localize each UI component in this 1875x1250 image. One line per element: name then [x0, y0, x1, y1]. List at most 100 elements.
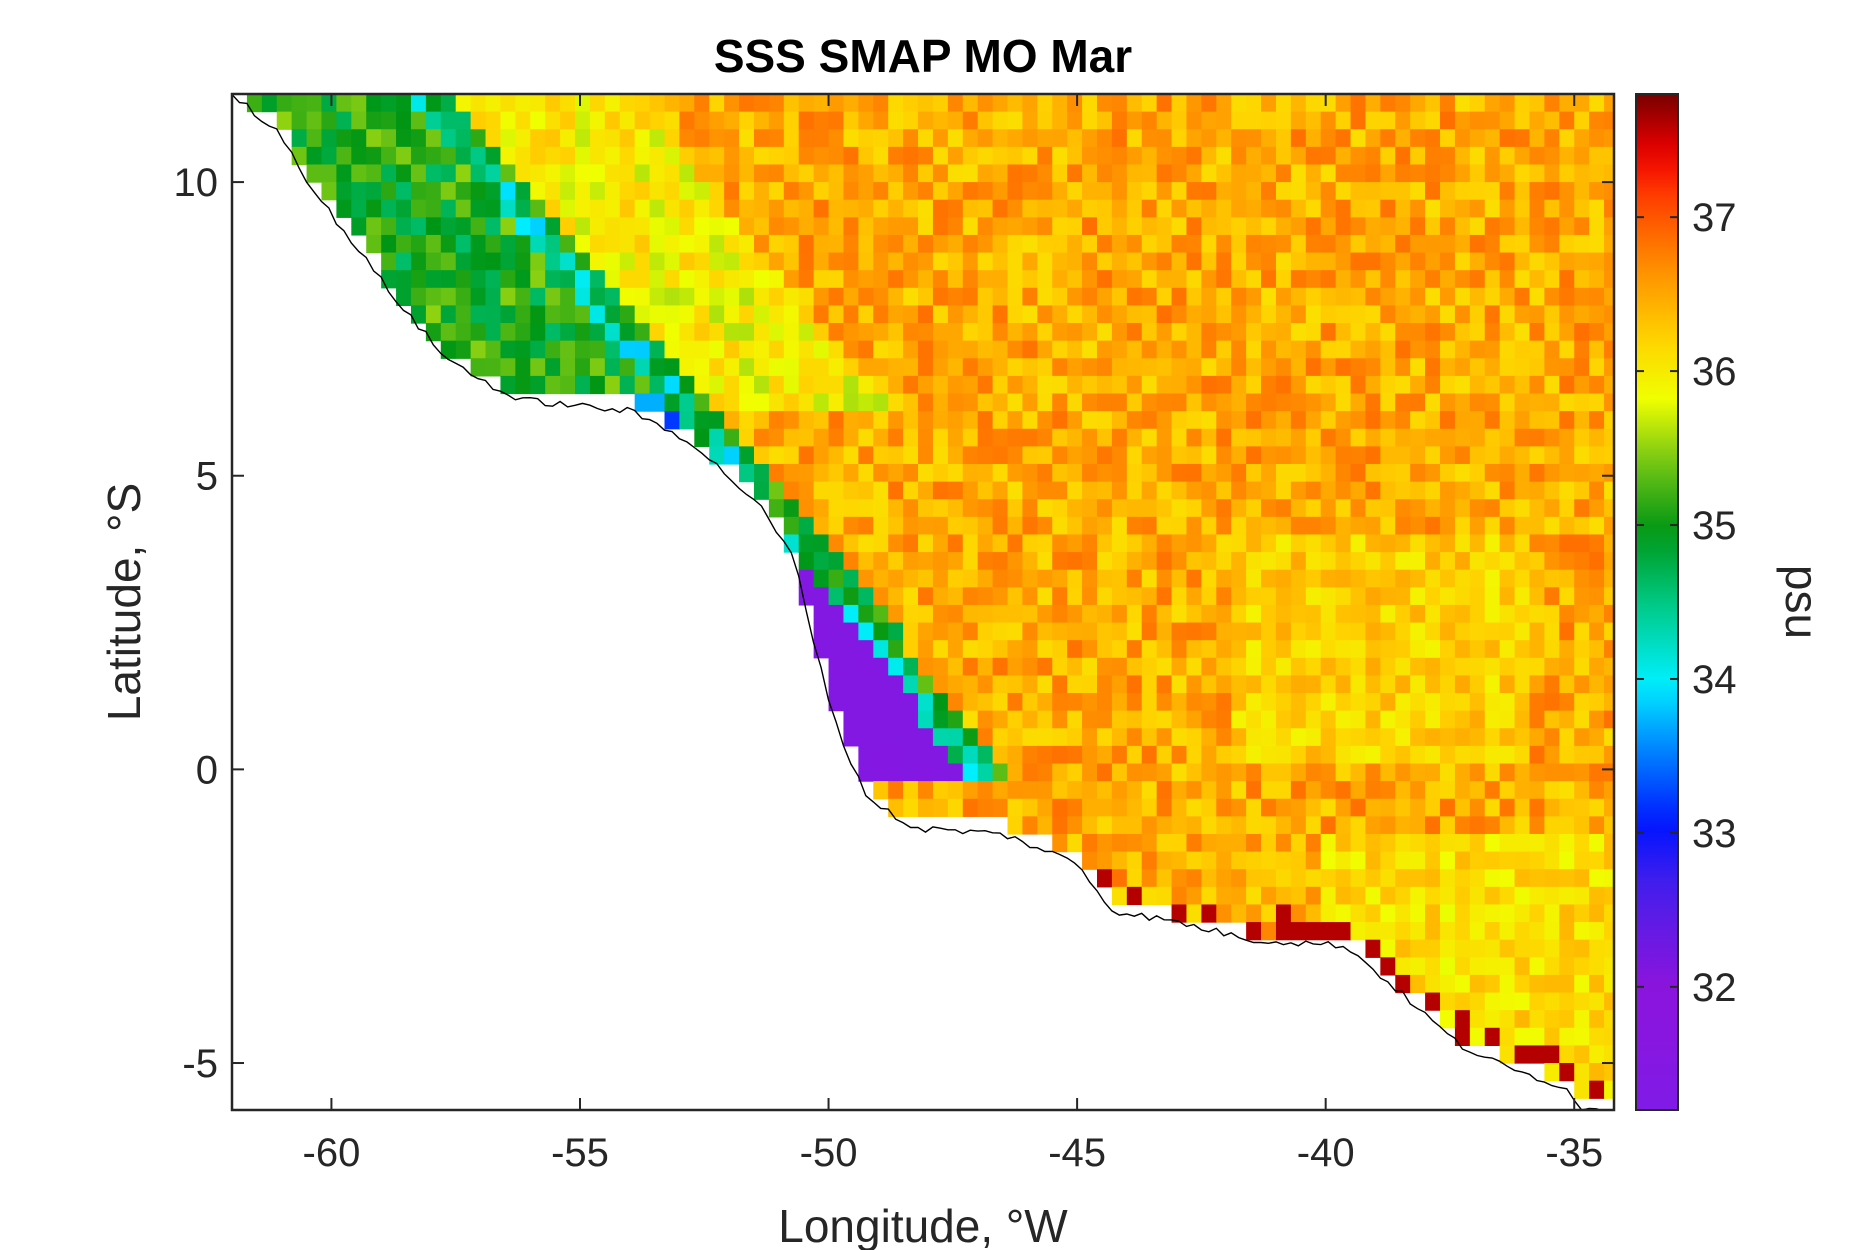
heatmap-cell	[1156, 604, 1173, 624]
heatmap-cell	[1544, 657, 1560, 677]
heatmap-cell	[947, 182, 964, 201]
heatmap-cell	[1335, 587, 1352, 606]
heatmap-cell	[932, 270, 949, 289]
heatmap-cell	[1052, 622, 1068, 641]
heatmap-cell	[1246, 463, 1262, 483]
heatmap-cell	[1037, 816, 1053, 835]
heatmap-cell	[455, 270, 472, 289]
heatmap-cell	[575, 287, 591, 307]
heatmap-cell	[873, 182, 889, 201]
heatmap-cell	[1589, 552, 1605, 571]
heatmap-cell	[1201, 552, 1217, 571]
heatmap-cell	[1484, 411, 1501, 430]
heatmap-cell	[1484, 1027, 1501, 1046]
heatmap-cell	[918, 182, 934, 201]
heatmap-cell	[1037, 340, 1053, 359]
heatmap-cell	[1514, 745, 1531, 765]
heatmap-cell	[1544, 763, 1560, 782]
heatmap-cell	[1454, 375, 1471, 395]
heatmap-cell	[321, 164, 337, 183]
heatmap-cell	[1126, 234, 1143, 254]
heatmap-cell	[664, 393, 681, 412]
heatmap-cell	[992, 534, 1009, 553]
heatmap-cell	[1574, 604, 1590, 624]
heatmap-cell	[351, 129, 367, 148]
heatmap-cell	[1454, 675, 1471, 694]
heatmap-cell	[1484, 340, 1501, 359]
heatmap-cell	[962, 604, 979, 624]
heatmap-cell	[739, 446, 755, 465]
heatmap-cell	[1544, 1063, 1560, 1082]
heatmap-cell	[1454, 604, 1471, 624]
heatmap-cell	[619, 323, 636, 342]
heatmap-cell	[1156, 234, 1173, 254]
heatmap-cell	[485, 340, 502, 359]
heatmap-cell	[1156, 693, 1173, 712]
heatmap-cell	[888, 340, 904, 359]
heatmap-cell	[873, 129, 889, 148]
heatmap-cell	[1141, 234, 1158, 254]
y-axis-label: Latitude, °S	[98, 483, 150, 721]
heatmap-cell	[1410, 869, 1426, 888]
heatmap-cell	[1529, 217, 1545, 236]
heatmap-cell	[1007, 270, 1024, 289]
heatmap-cell	[381, 94, 397, 113]
heatmap-cell	[1305, 411, 1322, 430]
heatmap-cell	[1186, 516, 1202, 536]
heatmap-cell	[1261, 111, 1277, 130]
heatmap-cell	[1410, 974, 1426, 994]
heatmap-cell	[1544, 516, 1560, 536]
heatmap-cell	[1454, 693, 1471, 712]
heatmap-cell	[798, 428, 815, 447]
heatmap-cell	[1126, 463, 1143, 483]
heatmap-cell	[1484, 552, 1501, 571]
heatmap-cell	[1052, 463, 1068, 483]
heatmap-cell	[1425, 411, 1441, 430]
heatmap-cell	[1141, 146, 1158, 166]
heatmap-cell	[1186, 851, 1202, 870]
heatmap-cell	[1216, 446, 1232, 465]
heatmap-cell	[932, 305, 949, 324]
heatmap-cell	[1171, 446, 1188, 465]
heatmap-cell	[1067, 587, 1083, 606]
heatmap-cell	[664, 94, 681, 113]
heatmap-cell	[1037, 252, 1053, 271]
heatmap-cell	[545, 199, 561, 218]
heatmap-cell	[1604, 974, 1614, 994]
heatmap-cell	[783, 111, 800, 130]
heatmap-cell	[1440, 375, 1456, 395]
heatmap-cell	[1082, 375, 1098, 395]
colorbar-tick-label: 34	[1692, 658, 1737, 702]
heatmap-cell	[1350, 428, 1367, 447]
heatmap-cell	[1007, 587, 1024, 606]
heatmap-cell	[858, 182, 874, 201]
heatmap-cell	[1290, 323, 1307, 342]
heatmap-cell	[1499, 516, 1516, 536]
heatmap-cell	[1126, 411, 1143, 430]
heatmap-cell	[753, 323, 770, 342]
heatmap-cell	[932, 217, 949, 236]
heatmap-cell	[1320, 270, 1337, 289]
heatmap-cell	[575, 234, 591, 254]
heatmap-cell	[1395, 640, 1411, 659]
heatmap-cell	[1425, 534, 1441, 553]
heatmap-cell	[604, 252, 621, 271]
heatmap-cell	[351, 111, 367, 130]
heatmap-cell	[545, 305, 561, 324]
heatmap-cell	[1604, 323, 1614, 342]
heatmap-cell	[515, 375, 531, 395]
heatmap-cell	[1290, 657, 1307, 677]
heatmap-cell	[1410, 164, 1426, 183]
heatmap-cell	[1589, 922, 1605, 941]
heatmap-cell	[1305, 287, 1322, 307]
heatmap-cell	[1156, 446, 1173, 465]
heatmap-cell	[1231, 358, 1247, 377]
heatmap-cell	[470, 234, 487, 254]
heatmap-cell	[888, 252, 904, 271]
heatmap-cell	[1216, 622, 1232, 641]
heatmap-cell	[768, 340, 785, 359]
heatmap-cell	[783, 199, 800, 218]
heatmap-cell	[1231, 675, 1247, 694]
